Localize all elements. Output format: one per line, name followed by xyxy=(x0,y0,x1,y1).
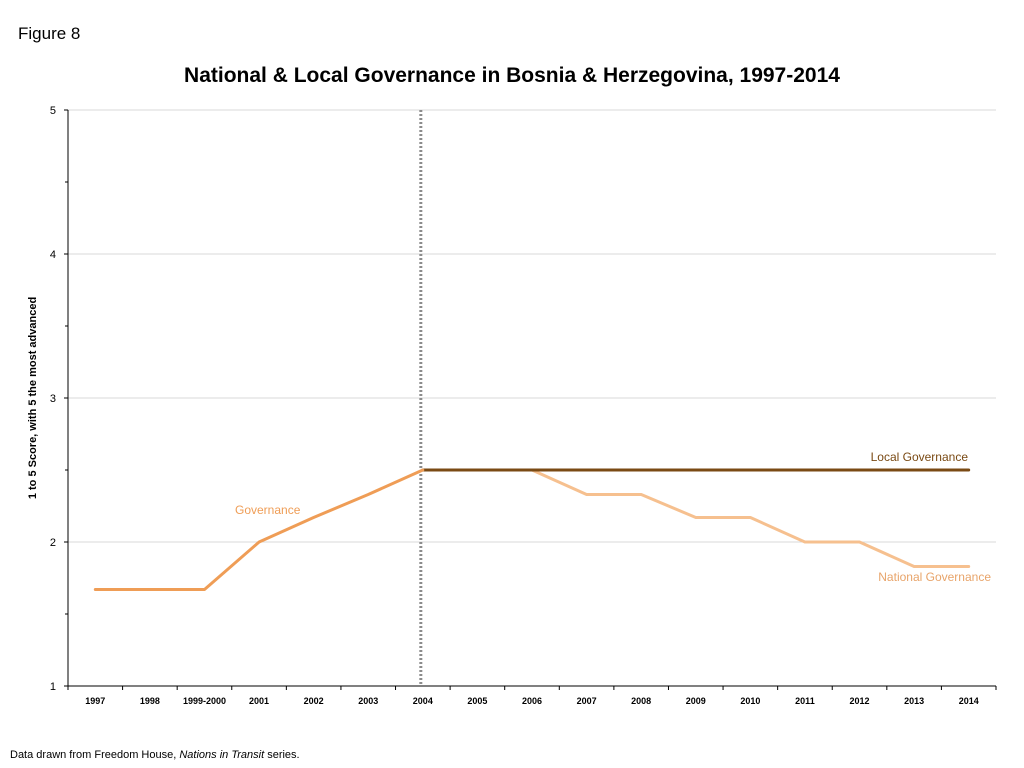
x-tick-label: 2010 xyxy=(740,696,760,706)
x-tick-label: 2013 xyxy=(904,696,924,706)
series-line-national-governance xyxy=(421,468,971,568)
source-note-title: Nations in Transit xyxy=(179,749,265,761)
x-tick-label: 2014 xyxy=(959,696,979,706)
y-tick-label: 4 xyxy=(50,249,56,261)
x-tick-label: 1999-2000 xyxy=(183,696,226,706)
x-tick-label: 2012 xyxy=(850,696,870,706)
x-tick-label: 2008 xyxy=(631,696,651,706)
y-tick-label: 3 xyxy=(50,393,56,405)
x-tick-label: 2011 xyxy=(795,696,815,706)
x-tick-label: 1998 xyxy=(140,696,160,706)
source-note-suffix: series. xyxy=(264,749,300,761)
x-tick-label: 2006 xyxy=(522,696,542,706)
figure-label: Figure 8 xyxy=(18,24,81,43)
x-tick-label: 2003 xyxy=(358,696,378,706)
series-line-governance xyxy=(93,468,425,591)
y-tick-label: 1 xyxy=(50,681,56,693)
x-tick-label: 2005 xyxy=(467,696,487,706)
y-tick-label: 5 xyxy=(50,105,56,117)
x-tick-label: 2001 xyxy=(249,696,269,706)
source-note-prefix: Data drawn from Freedom House, xyxy=(10,749,180,761)
x-tick-label: 2004 xyxy=(413,696,433,706)
series-lines xyxy=(93,468,971,591)
series-label-local-governance: Local Governance xyxy=(871,450,969,464)
y-tick-label: 2 xyxy=(50,537,56,549)
axes: 1 2 3 4 5 1997 1998 1999-2000 2001 2002 2003 2004 20… xyxy=(50,105,997,706)
gridlines xyxy=(68,109,996,543)
y-axis-label: 1 to 5 Score, with 5 the most advanced xyxy=(27,297,39,499)
x-tick-label: 2007 xyxy=(577,696,597,706)
series-label-governance: Governance xyxy=(235,503,301,517)
x-tick-label: 2009 xyxy=(686,696,706,706)
chart-title: National & Local Governance in Bosnia & … xyxy=(184,64,840,87)
source-note: Data drawn from Freedom House, Nations i… xyxy=(10,749,300,761)
x-tick-label: 1997 xyxy=(85,696,105,706)
series-label-national-governance: National Governance xyxy=(878,570,991,584)
series-labels: Governance Local Governance National Gover… xyxy=(235,450,991,584)
x-tick-label: 2002 xyxy=(304,696,324,706)
